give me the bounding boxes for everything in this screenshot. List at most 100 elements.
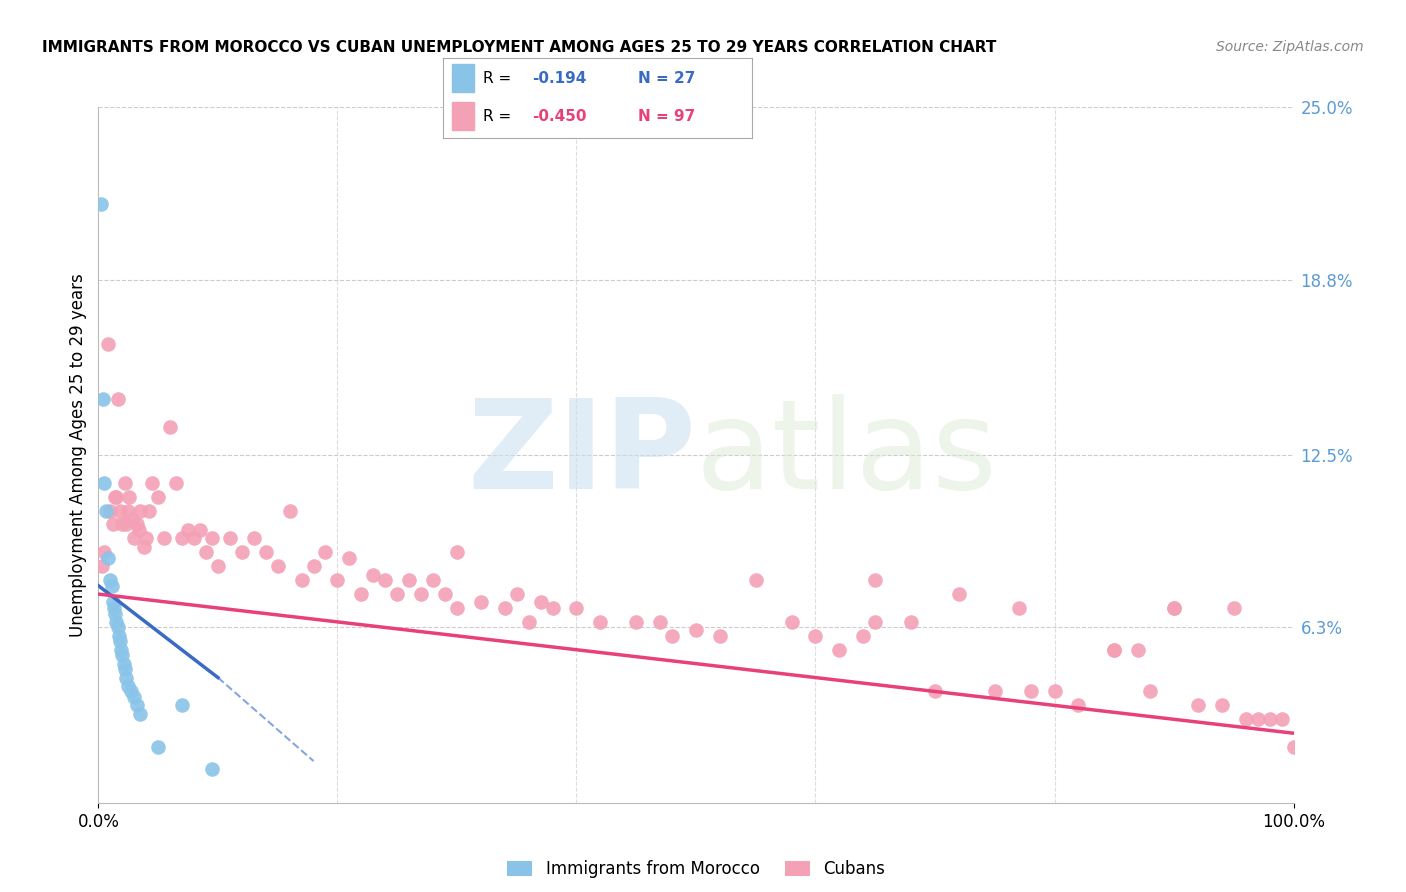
Point bbox=[125, 517, 148, 532]
Point bbox=[98, 503, 122, 517]
Point bbox=[1234, 712, 1257, 726]
Point bbox=[114, 475, 136, 490]
Point bbox=[315, 545, 337, 559]
Text: R =: R = bbox=[484, 70, 516, 86]
Point bbox=[780, 615, 803, 629]
Text: R =: R = bbox=[484, 109, 516, 124]
Point bbox=[852, 629, 875, 643]
Text: Source: ZipAtlas.com: Source: ZipAtlas.com bbox=[1216, 40, 1364, 54]
Point bbox=[1128, 642, 1150, 657]
Point bbox=[125, 698, 148, 713]
Point bbox=[494, 601, 516, 615]
Point bbox=[422, 573, 444, 587]
Point bbox=[114, 662, 136, 676]
Point bbox=[93, 475, 115, 490]
Point bbox=[201, 763, 224, 777]
Point bbox=[91, 559, 114, 574]
Point bbox=[1282, 740, 1305, 755]
Point bbox=[112, 657, 135, 671]
Point bbox=[254, 545, 277, 559]
Point bbox=[565, 601, 588, 615]
Point bbox=[302, 559, 325, 574]
Point bbox=[124, 532, 146, 546]
Bar bbox=[453, 63, 474, 92]
Bar bbox=[453, 103, 474, 130]
Point bbox=[165, 475, 187, 490]
Point bbox=[506, 587, 529, 601]
Point bbox=[828, 642, 851, 657]
Point bbox=[108, 634, 131, 648]
Point bbox=[804, 629, 827, 643]
Point bbox=[207, 559, 229, 574]
Point bbox=[104, 607, 127, 621]
Point bbox=[541, 601, 564, 615]
Point bbox=[1222, 601, 1246, 615]
Point bbox=[110, 642, 132, 657]
Point bbox=[385, 587, 409, 601]
Point bbox=[148, 740, 170, 755]
Point bbox=[1019, 684, 1042, 698]
Point bbox=[129, 503, 152, 517]
Point bbox=[648, 615, 672, 629]
Point bbox=[363, 567, 385, 582]
Point bbox=[900, 615, 922, 629]
Point bbox=[398, 573, 420, 587]
Point bbox=[589, 615, 612, 629]
Point bbox=[97, 336, 120, 351]
Point bbox=[188, 523, 211, 537]
Point bbox=[326, 573, 349, 587]
Point bbox=[177, 523, 200, 537]
Point bbox=[411, 587, 433, 601]
Point bbox=[91, 392, 114, 407]
Point bbox=[115, 671, 138, 685]
Point bbox=[97, 550, 120, 565]
Point bbox=[103, 601, 125, 615]
Point bbox=[374, 573, 396, 587]
Point bbox=[1102, 642, 1125, 657]
Point bbox=[433, 587, 456, 601]
Point bbox=[517, 615, 540, 629]
Point bbox=[111, 648, 134, 663]
Point bbox=[350, 587, 373, 601]
Point bbox=[100, 579, 122, 593]
Point bbox=[1067, 698, 1090, 713]
Point bbox=[172, 532, 194, 546]
Point bbox=[201, 532, 224, 546]
Point bbox=[219, 532, 242, 546]
Point bbox=[98, 573, 122, 587]
Point bbox=[1163, 601, 1185, 615]
Point bbox=[93, 545, 115, 559]
Point bbox=[105, 490, 128, 504]
Point bbox=[626, 615, 648, 629]
Point bbox=[141, 475, 163, 490]
Text: atlas: atlas bbox=[696, 394, 998, 516]
Point bbox=[129, 706, 152, 721]
Point bbox=[90, 197, 112, 211]
Point bbox=[118, 490, 141, 504]
Text: N = 27: N = 27 bbox=[638, 70, 695, 86]
Point bbox=[117, 679, 139, 693]
Point bbox=[278, 503, 301, 517]
Point bbox=[108, 503, 131, 517]
Point bbox=[1163, 601, 1185, 615]
Point bbox=[661, 629, 683, 643]
Point bbox=[1246, 712, 1268, 726]
Point bbox=[339, 550, 360, 565]
Point bbox=[1139, 684, 1161, 698]
Point bbox=[1271, 712, 1294, 726]
Point bbox=[1102, 642, 1125, 657]
Point bbox=[984, 684, 1007, 698]
Point bbox=[121, 512, 143, 526]
Point bbox=[470, 595, 492, 609]
Point bbox=[231, 545, 253, 559]
Point bbox=[120, 684, 142, 698]
Point bbox=[863, 615, 887, 629]
Text: IMMIGRANTS FROM MOROCCO VS CUBAN UNEMPLOYMENT AMONG AGES 25 TO 29 YEARS CORRELAT: IMMIGRANTS FROM MOROCCO VS CUBAN UNEMPLO… bbox=[42, 40, 997, 55]
Point bbox=[107, 620, 129, 634]
Point bbox=[94, 503, 117, 517]
Point bbox=[745, 573, 768, 587]
Point bbox=[124, 690, 146, 704]
Point bbox=[135, 532, 157, 546]
Point bbox=[128, 523, 150, 537]
Legend: Immigrants from Morocco, Cubans: Immigrants from Morocco, Cubans bbox=[501, 854, 891, 885]
